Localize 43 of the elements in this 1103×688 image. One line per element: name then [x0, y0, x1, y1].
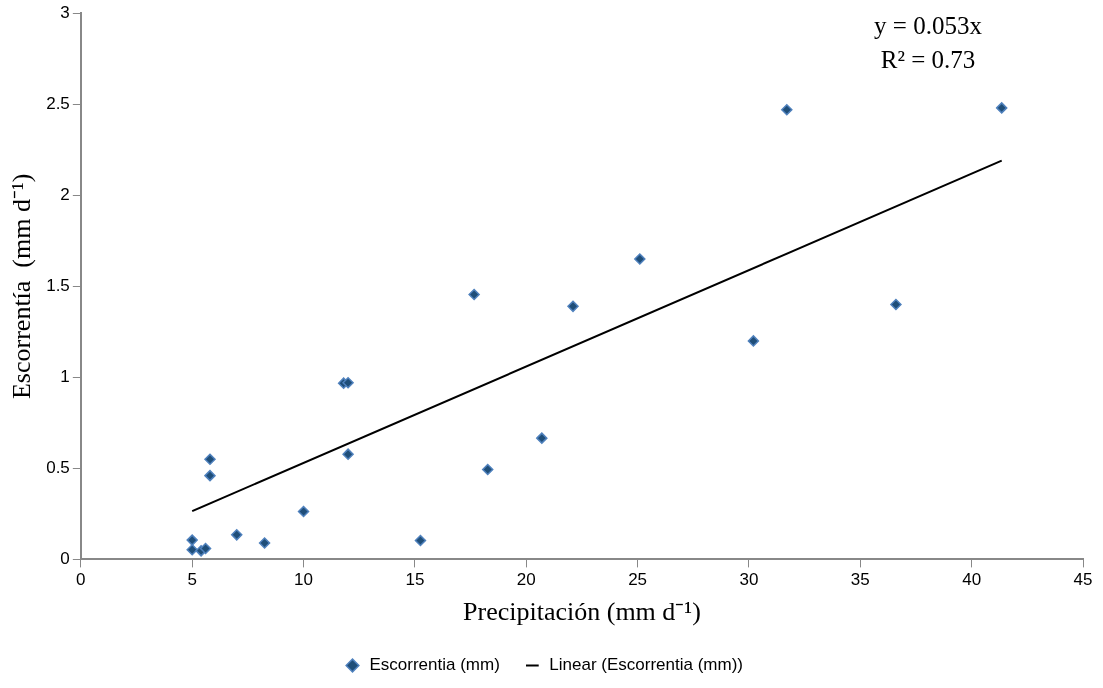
x-tick-label: 40 — [962, 570, 982, 590]
y-tick-label: 1 — [60, 367, 70, 387]
x-tick-label: 0 — [76, 570, 86, 590]
y-tick-label: 1.5 — [46, 275, 70, 295]
x-tick-label: 35 — [850, 570, 870, 590]
point — [536, 432, 548, 444]
point — [481, 463, 494, 476]
annotation: y = 0.053x — [874, 11, 983, 39]
point — [468, 288, 480, 301]
x-tick-label: 15 — [405, 570, 425, 590]
point — [414, 534, 427, 547]
point — [781, 103, 793, 116]
x-tick-label: 5 — [187, 570, 197, 590]
point — [634, 253, 646, 265]
point — [747, 335, 760, 347]
point — [204, 469, 216, 482]
x-axis-title: Precipitación (mm d⁻¹) — [463, 597, 701, 627]
point — [230, 529, 243, 541]
y-tick-label: 2 — [60, 184, 70, 204]
point — [342, 448, 354, 460]
point — [342, 377, 354, 389]
legend-label: Escorrentia (mm) — [369, 655, 500, 675]
point — [297, 505, 310, 518]
y-axis-title: Escorrentía (mm d⁻¹) — [7, 173, 37, 400]
x-tick-label: 10 — [294, 570, 313, 590]
point — [567, 300, 579, 313]
point — [995, 102, 1008, 114]
legend-label: Linear (Escorrentia (mm)) — [549, 655, 744, 675]
y-tick-label: 0 — [60, 549, 70, 569]
x-tick-label: 45 — [1073, 570, 1093, 590]
point — [186, 534, 198, 546]
y-tick-label: 0.5 — [46, 458, 70, 478]
point — [890, 298, 902, 311]
x-tick-label: 30 — [739, 570, 759, 590]
point — [258, 537, 271, 549]
x-tick-label: 25 — [628, 570, 648, 590]
point — [186, 544, 198, 556]
x-tick-label: 20 — [516, 570, 536, 590]
y-tick-label: 2.5 — [46, 93, 70, 113]
point — [199, 542, 212, 555]
annotation: R² = 0.73 — [880, 45, 976, 73]
point — [204, 453, 216, 466]
y-tick-label: 3 — [60, 2, 70, 22]
